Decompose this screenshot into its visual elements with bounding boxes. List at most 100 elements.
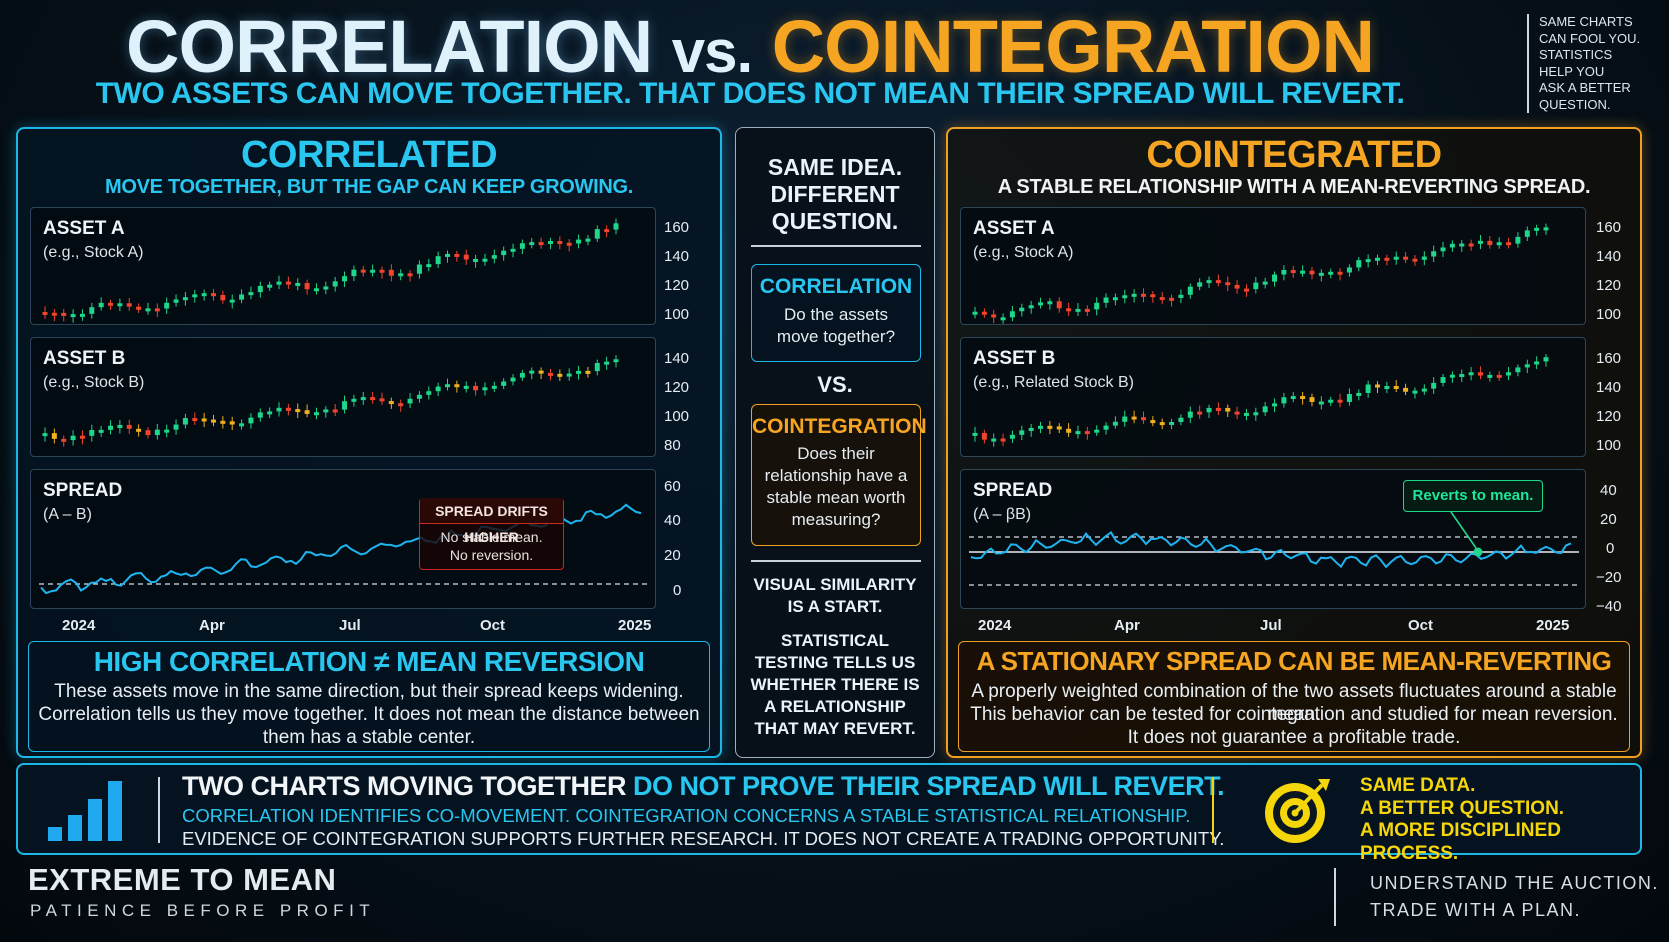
candle: [1047, 421, 1053, 435]
candle: [491, 249, 497, 264]
candle: [1412, 387, 1418, 399]
x-tick: 2025: [1536, 617, 1570, 634]
candle: [1206, 276, 1212, 288]
bar-chart-icon: [48, 781, 122, 841]
candle: [1000, 433, 1006, 447]
candle: [164, 297, 170, 314]
y-tick: −40: [1596, 598, 1622, 615]
candle: [1234, 280, 1240, 294]
summary-headline: TWO CHARTS MOVING TOGETHER DO NOT PROVE …: [182, 771, 1225, 802]
side-note-line: ASK A BETTER: [1539, 80, 1631, 95]
candle: [136, 303, 142, 314]
candle: [1122, 289, 1128, 304]
cointegration-note-line: A properly weighted combination of the t…: [971, 681, 1617, 725]
candle: [1197, 278, 1203, 291]
divider: [751, 245, 921, 247]
candle: [473, 254, 479, 268]
candle: [192, 289, 198, 303]
main-title: CORRELATION vs. COINTEGRATION: [0, 4, 1500, 89]
candle: [1169, 294, 1175, 307]
candle: [529, 238, 535, 249]
spread-label: SPREAD: [43, 480, 123, 501]
brand-name: EXTREME TO MEAN: [28, 862, 337, 897]
candle: [482, 382, 488, 396]
correlated-title: CORRELATED: [240, 134, 498, 176]
candle: [1140, 411, 1146, 424]
spread-chart: SPREAD (A – B) SPREAD DRIFTS HIGHER No s…: [30, 469, 656, 609]
candle: [108, 420, 114, 435]
spread-line: [969, 511, 1579, 586]
candle: [108, 299, 114, 310]
candle: [445, 378, 451, 391]
candle: [1234, 406, 1240, 420]
candle: [248, 413, 254, 429]
candle: [981, 429, 987, 444]
candle: [1309, 393, 1315, 407]
candle: [1169, 418, 1175, 430]
candle: [1412, 255, 1418, 266]
spread-callout: SPREAD DRIFTS HIGHER No stable mean. No …: [419, 498, 564, 570]
candle: [98, 297, 104, 311]
candle: [1496, 371, 1502, 382]
correlation-note-line: Correlation tells us they move together.…: [38, 704, 700, 725]
candle: [538, 367, 544, 380]
y-tick: 140: [664, 350, 690, 367]
candle: [1206, 404, 1212, 419]
candle: [154, 423, 160, 440]
asset-b-sublabel: (e.g., Related Stock B): [973, 374, 1134, 391]
asset-b-candles: [972, 354, 1549, 447]
candle: [604, 356, 610, 370]
candle: [594, 359, 600, 376]
title-vs: vs.: [671, 18, 753, 85]
correlation-note-title: HIGH CORRELATION ≠ MEAN REVERSION: [93, 646, 645, 677]
candle: [1028, 423, 1034, 437]
candle: [491, 381, 497, 392]
candle: [42, 427, 48, 442]
candle: [1009, 306, 1015, 322]
cointegration-question-line: Does their: [797, 444, 875, 463]
y-tick: 120: [1596, 277, 1622, 294]
candle: [1084, 305, 1090, 316]
cointegration-question-line: measuring?: [791, 510, 881, 529]
candle: [1187, 283, 1193, 299]
candle: [1346, 388, 1352, 406]
candle: [482, 253, 488, 266]
candle: [1543, 354, 1549, 367]
cointegration-note: A STATIONARY SPREAD CAN BE MEAN-REVERTIN…: [958, 641, 1630, 752]
spread-callout-title: SPREAD DRIFTS HIGHER: [420, 498, 563, 545]
statistical-testing-line: WHETHER THERE IS: [750, 675, 920, 694]
candle: [1272, 398, 1278, 413]
candle: [89, 424, 95, 442]
candle: [164, 424, 170, 438]
candle: [42, 306, 48, 319]
candle: [1449, 240, 1455, 252]
candle: [1403, 383, 1409, 396]
candle: [342, 395, 348, 414]
candle: [388, 264, 394, 282]
candle: [1328, 268, 1334, 279]
footer-text: UNDERSTAND THE AUCTION. TRADE WITH A PLA…: [1370, 870, 1659, 924]
candle: [313, 283, 319, 295]
candle: [323, 281, 329, 295]
candle: [1356, 257, 1362, 272]
candle: [1449, 371, 1455, 383]
y-tick: 100: [664, 408, 690, 425]
candle: [991, 433, 997, 447]
candle: [304, 279, 310, 295]
title-correlation: CORRELATION: [126, 5, 653, 88]
y-tick: 100: [664, 306, 690, 323]
candle: [972, 426, 978, 442]
candle: [267, 281, 273, 291]
candle: [173, 419, 179, 435]
side-note: SAME CHARTS CAN FOOL YOU. STATISTICS HEL…: [1527, 14, 1657, 113]
y-tick: 20: [664, 547, 681, 564]
y-tick: 140: [1596, 379, 1622, 396]
asset-a-candles: [42, 218, 619, 323]
candle: [239, 419, 245, 430]
candle: [1300, 391, 1306, 405]
candle: [1122, 410, 1128, 427]
candle: [239, 289, 245, 304]
candle: [70, 309, 76, 323]
candle: [351, 265, 357, 282]
y-tick: −20: [1596, 569, 1622, 586]
